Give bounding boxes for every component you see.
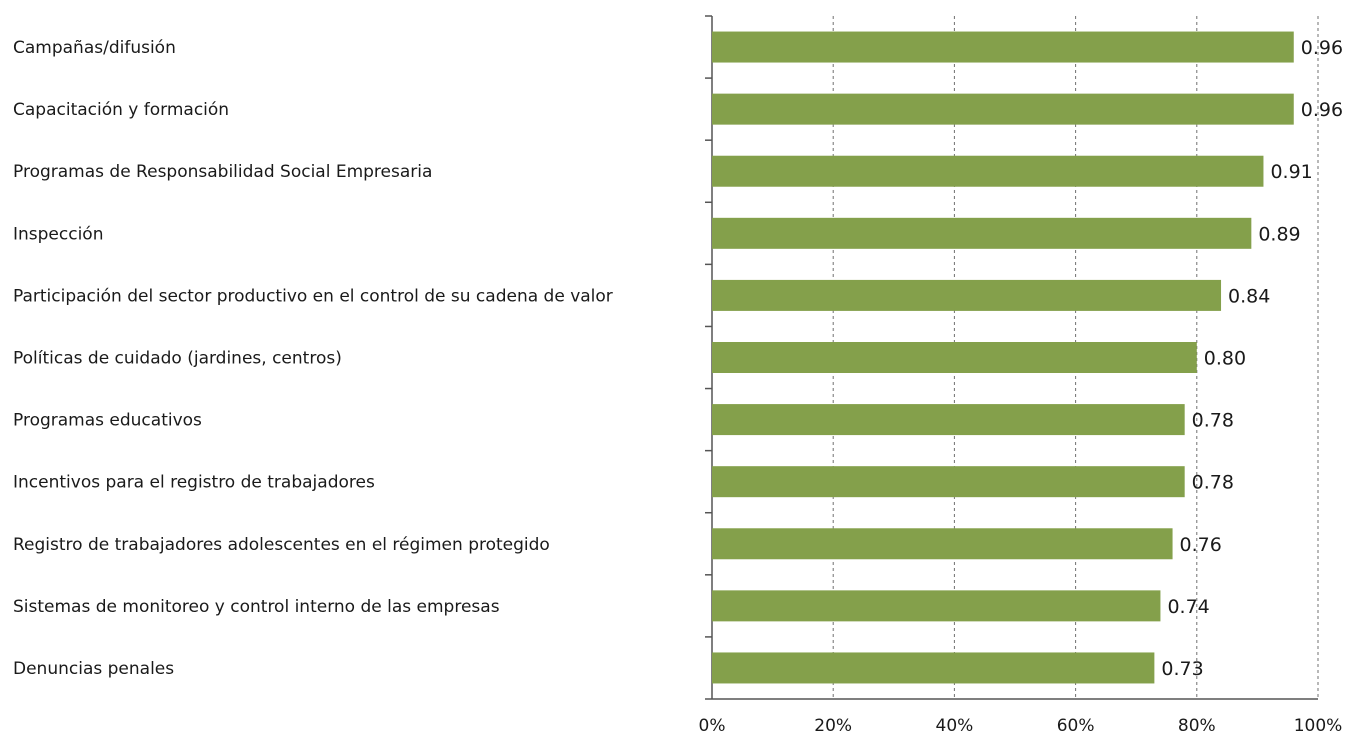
bar <box>712 466 1185 498</box>
bar <box>712 279 1222 311</box>
data-label: 0.91 <box>1270 161 1312 183</box>
data-label: 0.84 <box>1228 285 1270 307</box>
x-tick-label: 40% <box>936 716 974 736</box>
data-label: 0.96 <box>1301 99 1343 121</box>
bar <box>712 404 1185 436</box>
bar <box>712 342 1197 373</box>
bar <box>712 155 1264 187</box>
category-label: Capacitación y formación <box>13 100 229 120</box>
x-tick-label: 20% <box>814 716 852 736</box>
category-label: Participación del sector productivo en e… <box>13 286 613 306</box>
category-label: Programas educativos <box>13 411 202 431</box>
category-label: Incentivos para el registro de trabajado… <box>13 473 375 493</box>
data-label: 0.78 <box>1192 410 1234 432</box>
bar <box>712 528 1173 560</box>
data-label: 0.73 <box>1161 658 1203 680</box>
x-tick-label: 80% <box>1178 716 1216 736</box>
data-label: 0.80 <box>1204 348 1246 370</box>
category-label: Inspección <box>13 224 104 244</box>
x-tick-label: 0% <box>699 716 726 736</box>
bar <box>712 590 1161 622</box>
category-label: Denuncias penales <box>13 659 174 679</box>
x-tick-label: 60% <box>1057 716 1095 736</box>
category-label: Campañas/difusión <box>13 38 176 58</box>
category-label: Registro de trabajadores adolescentes en… <box>13 535 550 555</box>
bar <box>712 652 1155 684</box>
bar <box>712 217 1252 249</box>
bar <box>712 93 1294 125</box>
data-label: 0.96 <box>1301 37 1343 59</box>
category-label: Sistemas de monitoreo y control interno … <box>13 597 500 617</box>
data-label: 0.74 <box>1167 596 1209 618</box>
x-tick-label: 100% <box>1294 716 1343 736</box>
data-label: 0.76 <box>1180 534 1222 556</box>
category-label: Políticas de cuidado (jardines, centros) <box>13 349 342 369</box>
data-label: 0.78 <box>1192 472 1234 494</box>
bar <box>712 31 1294 63</box>
data-label: 0.89 <box>1258 223 1300 245</box>
category-label: Programas de Responsabilidad Social Empr… <box>13 162 432 182</box>
